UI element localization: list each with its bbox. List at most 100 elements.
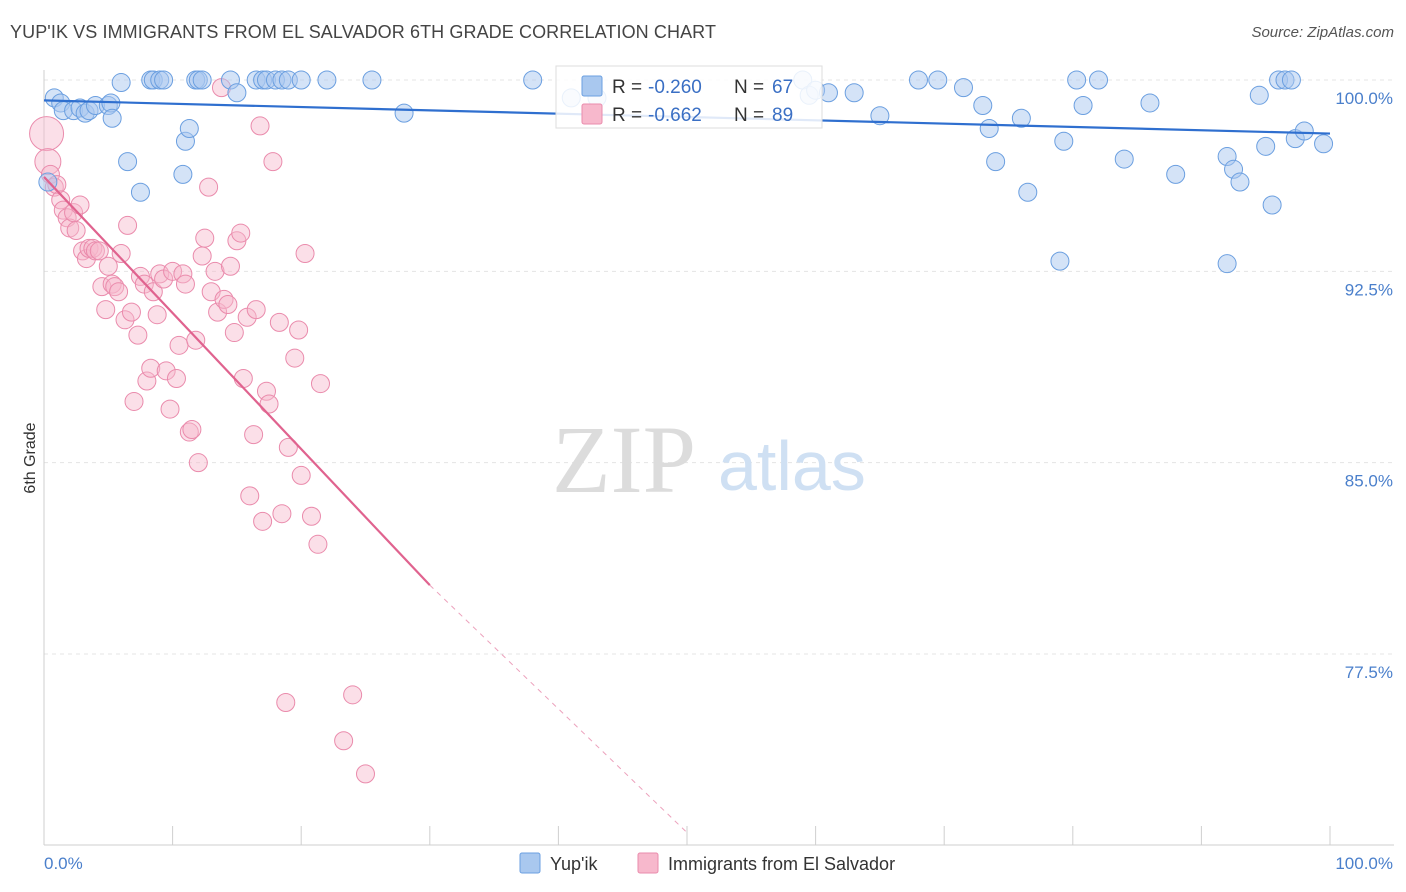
point-el-salvador-11 [70, 195, 90, 215]
legend-r-label-2: R = [612, 105, 642, 126]
point-el-salvador-46 [182, 420, 202, 440]
point-yupik-12 [111, 73, 131, 93]
point-el-salvador-33 [141, 358, 161, 378]
point-el-salvador-21 [102, 274, 122, 294]
legend-n-value-2: 89 [772, 105, 793, 126]
point-el-salvador-39 [160, 399, 180, 419]
point-yupik-33 [291, 70, 311, 90]
trend-line-el-salvador [43, 176, 431, 586]
y-tick-label-1: 92.5% [1345, 280, 1393, 299]
point-el-salvador-38 [156, 361, 176, 381]
point-el-salvador-80 [301, 506, 321, 526]
y-tick-label-3: 77.5% [1345, 663, 1393, 682]
point-el-salvador-57 [218, 294, 238, 314]
point-yupik-24 [192, 70, 212, 90]
source-credit: Source: ZipAtlas.com [1251, 24, 1394, 41]
point-el-salvador-66 [246, 300, 266, 320]
point-yupik-58 [1089, 70, 1109, 90]
point-yupik-65 [1249, 85, 1269, 105]
point-yupik-37 [523, 70, 543, 90]
legend-swatch-pink [581, 103, 603, 125]
point-yupik-73 [1262, 195, 1282, 215]
point-el-salvador-67 [250, 116, 270, 136]
point-el-salvador-83 [334, 731, 354, 751]
point-el-salvador-23 [109, 282, 129, 302]
point-el-salvador-19 [96, 300, 116, 320]
point-el-salvador-50 [195, 228, 215, 248]
trend-line-el-salvador-extension [429, 584, 688, 833]
bottom-legend-swatch-yupik [519, 852, 541, 874]
series-yupik-points [38, 70, 1334, 274]
point-el-salvador-85 [356, 764, 375, 784]
legend-swatch-blue [581, 75, 603, 97]
point-yupik-44 [844, 83, 864, 103]
point-el-salvador-72 [269, 312, 289, 332]
point-yupik-36 [394, 103, 414, 123]
point-el-salvador-76 [285, 348, 305, 368]
point-yupik-72 [1314, 134, 1334, 154]
point-el-salvador-78 [291, 465, 311, 485]
watermark: ZIP atlas [552, 406, 866, 513]
point-el-salvador-17 [89, 241, 109, 261]
point-yupik-11 [102, 108, 122, 128]
point-yupik-69 [1281, 70, 1301, 90]
bottom-legend-swatch-el-salvador [637, 852, 659, 874]
point-yupik-52 [1011, 108, 1031, 128]
point-yupik-48 [953, 78, 973, 98]
point-yupik-20 [173, 164, 193, 184]
point-yupik-74 [1217, 254, 1237, 274]
point-el-salvador-35 [147, 305, 167, 325]
legend-n-value-1: 67 [772, 77, 793, 98]
point-el-salvador-84 [343, 685, 363, 705]
legend-r-value-1: -0.260 [648, 77, 702, 98]
point-el-salvador-64 [240, 486, 260, 506]
point-el-salvador-75 [278, 437, 298, 457]
point-yupik-18 [154, 70, 174, 90]
watermark-zip: ZIP [552, 406, 696, 513]
point-el-salvador-26 [118, 215, 138, 235]
point-yupik-60 [1140, 93, 1160, 113]
point-el-salvador-71 [263, 152, 283, 172]
y-tick-labels: 100.0% 92.5% 85.0% 77.5% [1335, 89, 1393, 682]
point-el-salvador-25 [115, 310, 135, 330]
axes [43, 70, 1394, 846]
point-yupik-34 [317, 70, 337, 90]
point-el-salvador-53 [205, 261, 225, 281]
point-yupik-13 [118, 152, 138, 172]
x-tick-label-max: 100.0% [1335, 854, 1393, 873]
point-yupik-61 [1166, 164, 1186, 184]
point-yupik-51 [986, 152, 1006, 172]
point-yupik-50 [979, 118, 999, 138]
stats-legend: R = -0.260 N = 67 R = -0.662 N = 89 [555, 65, 823, 129]
point-el-salvador-65 [244, 425, 264, 445]
point-el-salvador-77 [289, 320, 309, 340]
point-yupik-66 [1256, 136, 1276, 156]
point-el-salvador-68 [253, 511, 273, 531]
point-el-salvador-62 [233, 368, 253, 388]
legend-r-value-2: -0.662 [648, 105, 702, 126]
point-el-salvador-79 [295, 243, 315, 263]
point-el-salvador-49 [192, 246, 212, 266]
point-yupik-45 [870, 106, 890, 126]
bottom-legend-label-el-salvador: Immigrants from El Salvador [668, 854, 895, 874]
point-el-salvador-28 [124, 391, 144, 411]
point-el-salvador-27 [121, 302, 141, 322]
point-yupik-56 [1067, 70, 1087, 90]
point-el-salvador-44 [175, 274, 195, 294]
y-tick-label-0: 100.0% [1335, 89, 1393, 108]
series-immigrants-el-salvador-points [29, 78, 375, 784]
legend-n-label-2: N = [734, 105, 764, 126]
x-ticks [43, 826, 1331, 845]
point-yupik-14 [130, 182, 150, 202]
watermark-atlas: atlas [718, 427, 866, 505]
point-yupik-64 [1230, 172, 1250, 192]
point-el-salvador-45 [179, 422, 199, 442]
grid-lines [44, 79, 1394, 655]
y-axis-title: 6th Grade [22, 422, 39, 493]
bottom-legend-label-yupik: Yup'ik [550, 854, 598, 874]
y-tick-label-2: 85.0% [1345, 472, 1393, 491]
point-el-salvador-58 [220, 256, 240, 276]
point-yupik-54 [1050, 251, 1070, 271]
chart-title: YUP'IK VS IMMIGRANTS FROM EL SALVADOR 6T… [10, 22, 717, 42]
point-el-salvador-32 [137, 371, 157, 391]
